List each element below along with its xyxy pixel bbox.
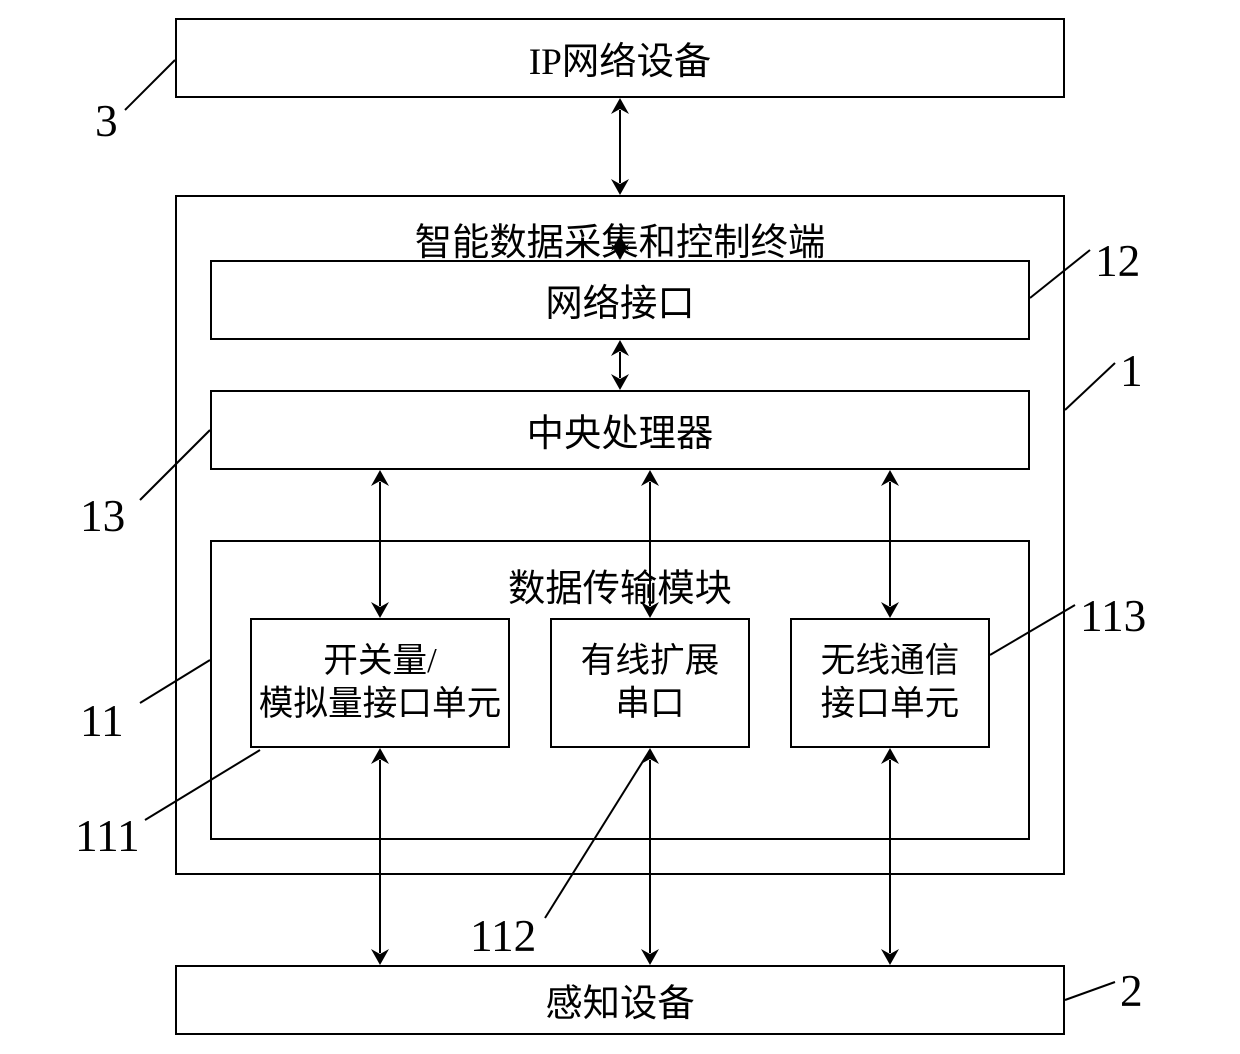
callout-112: 112 — [470, 910, 536, 962]
callout-12: 12 — [1095, 235, 1140, 287]
callout-3: 3 — [95, 95, 118, 147]
connector-layer — [0, 0, 1240, 1054]
block-diagram: IP网络设备 智能数据采集和控制终端 网络接口 中央处理器 数据传输模块 开关量… — [0, 0, 1240, 1054]
callout-2: 2 — [1120, 965, 1143, 1017]
callout-111: 111 — [75, 810, 140, 862]
callout-1: 1 — [1120, 345, 1143, 397]
callout-11: 11 — [80, 695, 124, 747]
callout-113: 113 — [1080, 590, 1146, 642]
callout-13: 13 — [80, 490, 125, 542]
